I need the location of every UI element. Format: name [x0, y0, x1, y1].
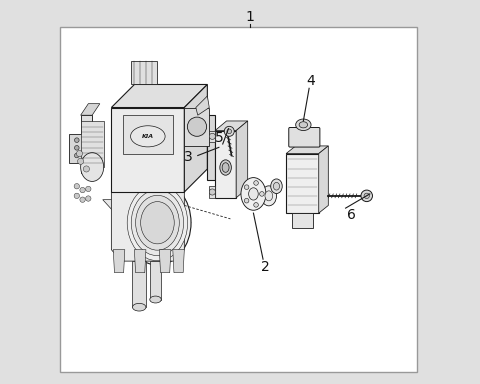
Circle shape [209, 133, 216, 139]
Circle shape [244, 185, 249, 189]
Circle shape [244, 199, 249, 203]
Circle shape [74, 146, 79, 150]
Polygon shape [286, 154, 319, 213]
Polygon shape [215, 121, 248, 131]
FancyBboxPatch shape [150, 261, 161, 300]
Polygon shape [131, 61, 157, 84]
Polygon shape [134, 250, 146, 273]
Ellipse shape [127, 185, 188, 261]
Ellipse shape [141, 202, 174, 244]
Polygon shape [113, 250, 125, 273]
Polygon shape [111, 108, 184, 192]
Polygon shape [159, 250, 171, 273]
Circle shape [227, 129, 231, 134]
Ellipse shape [274, 182, 279, 190]
Ellipse shape [131, 126, 165, 147]
Polygon shape [184, 84, 207, 192]
Polygon shape [111, 84, 207, 108]
Circle shape [224, 126, 234, 136]
Ellipse shape [222, 163, 229, 172]
Polygon shape [173, 250, 184, 273]
FancyBboxPatch shape [289, 127, 320, 147]
Ellipse shape [261, 186, 276, 206]
Circle shape [78, 158, 84, 164]
Ellipse shape [299, 122, 308, 128]
FancyBboxPatch shape [184, 108, 209, 146]
Ellipse shape [296, 119, 311, 131]
Text: 4: 4 [307, 74, 315, 88]
Circle shape [254, 203, 258, 207]
Ellipse shape [124, 180, 191, 265]
Polygon shape [207, 115, 215, 180]
Circle shape [254, 180, 258, 185]
Circle shape [84, 166, 89, 172]
Text: 2: 2 [261, 260, 269, 274]
Circle shape [80, 197, 85, 202]
Ellipse shape [241, 178, 266, 210]
Circle shape [209, 189, 216, 195]
Circle shape [76, 151, 83, 157]
Polygon shape [215, 131, 236, 198]
Circle shape [85, 196, 91, 201]
Ellipse shape [132, 303, 146, 311]
Circle shape [364, 193, 370, 199]
Text: 6: 6 [347, 208, 356, 222]
Circle shape [74, 138, 79, 142]
Circle shape [74, 153, 79, 158]
Polygon shape [209, 186, 215, 198]
Text: KIA: KIA [142, 134, 154, 139]
Circle shape [74, 193, 80, 199]
Circle shape [361, 190, 372, 202]
Ellipse shape [271, 179, 282, 194]
Text: 1: 1 [245, 10, 254, 24]
Polygon shape [81, 115, 92, 173]
Text: 5: 5 [215, 131, 223, 145]
Circle shape [260, 192, 264, 196]
FancyBboxPatch shape [132, 261, 146, 307]
Circle shape [74, 184, 80, 189]
Ellipse shape [131, 190, 184, 256]
Ellipse shape [265, 191, 273, 201]
Polygon shape [81, 121, 104, 167]
Circle shape [85, 186, 91, 192]
Polygon shape [196, 96, 209, 115]
FancyBboxPatch shape [69, 134, 84, 163]
Polygon shape [236, 121, 248, 198]
Circle shape [187, 117, 206, 136]
FancyBboxPatch shape [60, 27, 417, 372]
Ellipse shape [81, 153, 104, 182]
Polygon shape [209, 131, 215, 142]
Circle shape [80, 187, 85, 193]
Text: 3: 3 [184, 151, 192, 164]
Ellipse shape [220, 160, 231, 175]
Polygon shape [286, 146, 328, 154]
Polygon shape [123, 115, 173, 154]
Polygon shape [111, 192, 184, 261]
Polygon shape [319, 146, 328, 213]
Ellipse shape [249, 188, 258, 200]
Polygon shape [103, 200, 191, 223]
Polygon shape [81, 104, 100, 115]
Polygon shape [292, 213, 313, 228]
Ellipse shape [135, 195, 180, 250]
Ellipse shape [150, 296, 161, 303]
